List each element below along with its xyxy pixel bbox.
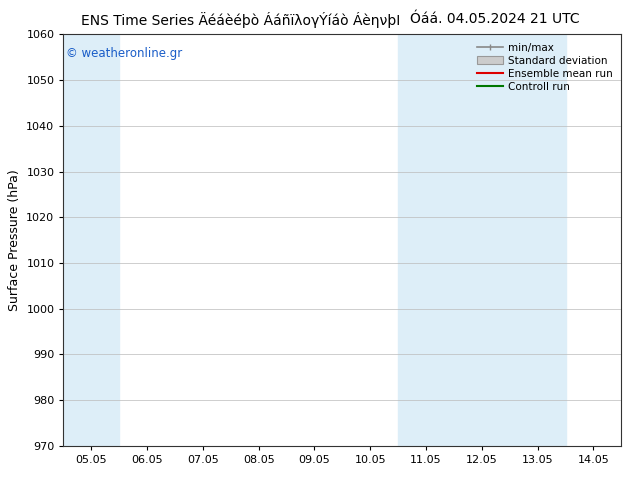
Text: ENS Time Series Äéáèéþò ÁáñïλογÝíáò ÁèηνþΙ: ENS Time Series Äéáèéþò ÁáñïλογÝíáò Áèην… xyxy=(81,12,401,28)
Text: Óáá. 04.05.2024 21 UTC: Óáá. 04.05.2024 21 UTC xyxy=(410,12,579,26)
Text: © weatheronline.gr: © weatheronline.gr xyxy=(66,47,183,60)
Legend: min/max, Standard deviation, Ensemble mean run, Controll run: min/max, Standard deviation, Ensemble me… xyxy=(474,40,616,95)
Bar xyxy=(63,34,119,446)
Y-axis label: Surface Pressure (hPa): Surface Pressure (hPa) xyxy=(8,169,21,311)
Bar xyxy=(398,34,566,446)
